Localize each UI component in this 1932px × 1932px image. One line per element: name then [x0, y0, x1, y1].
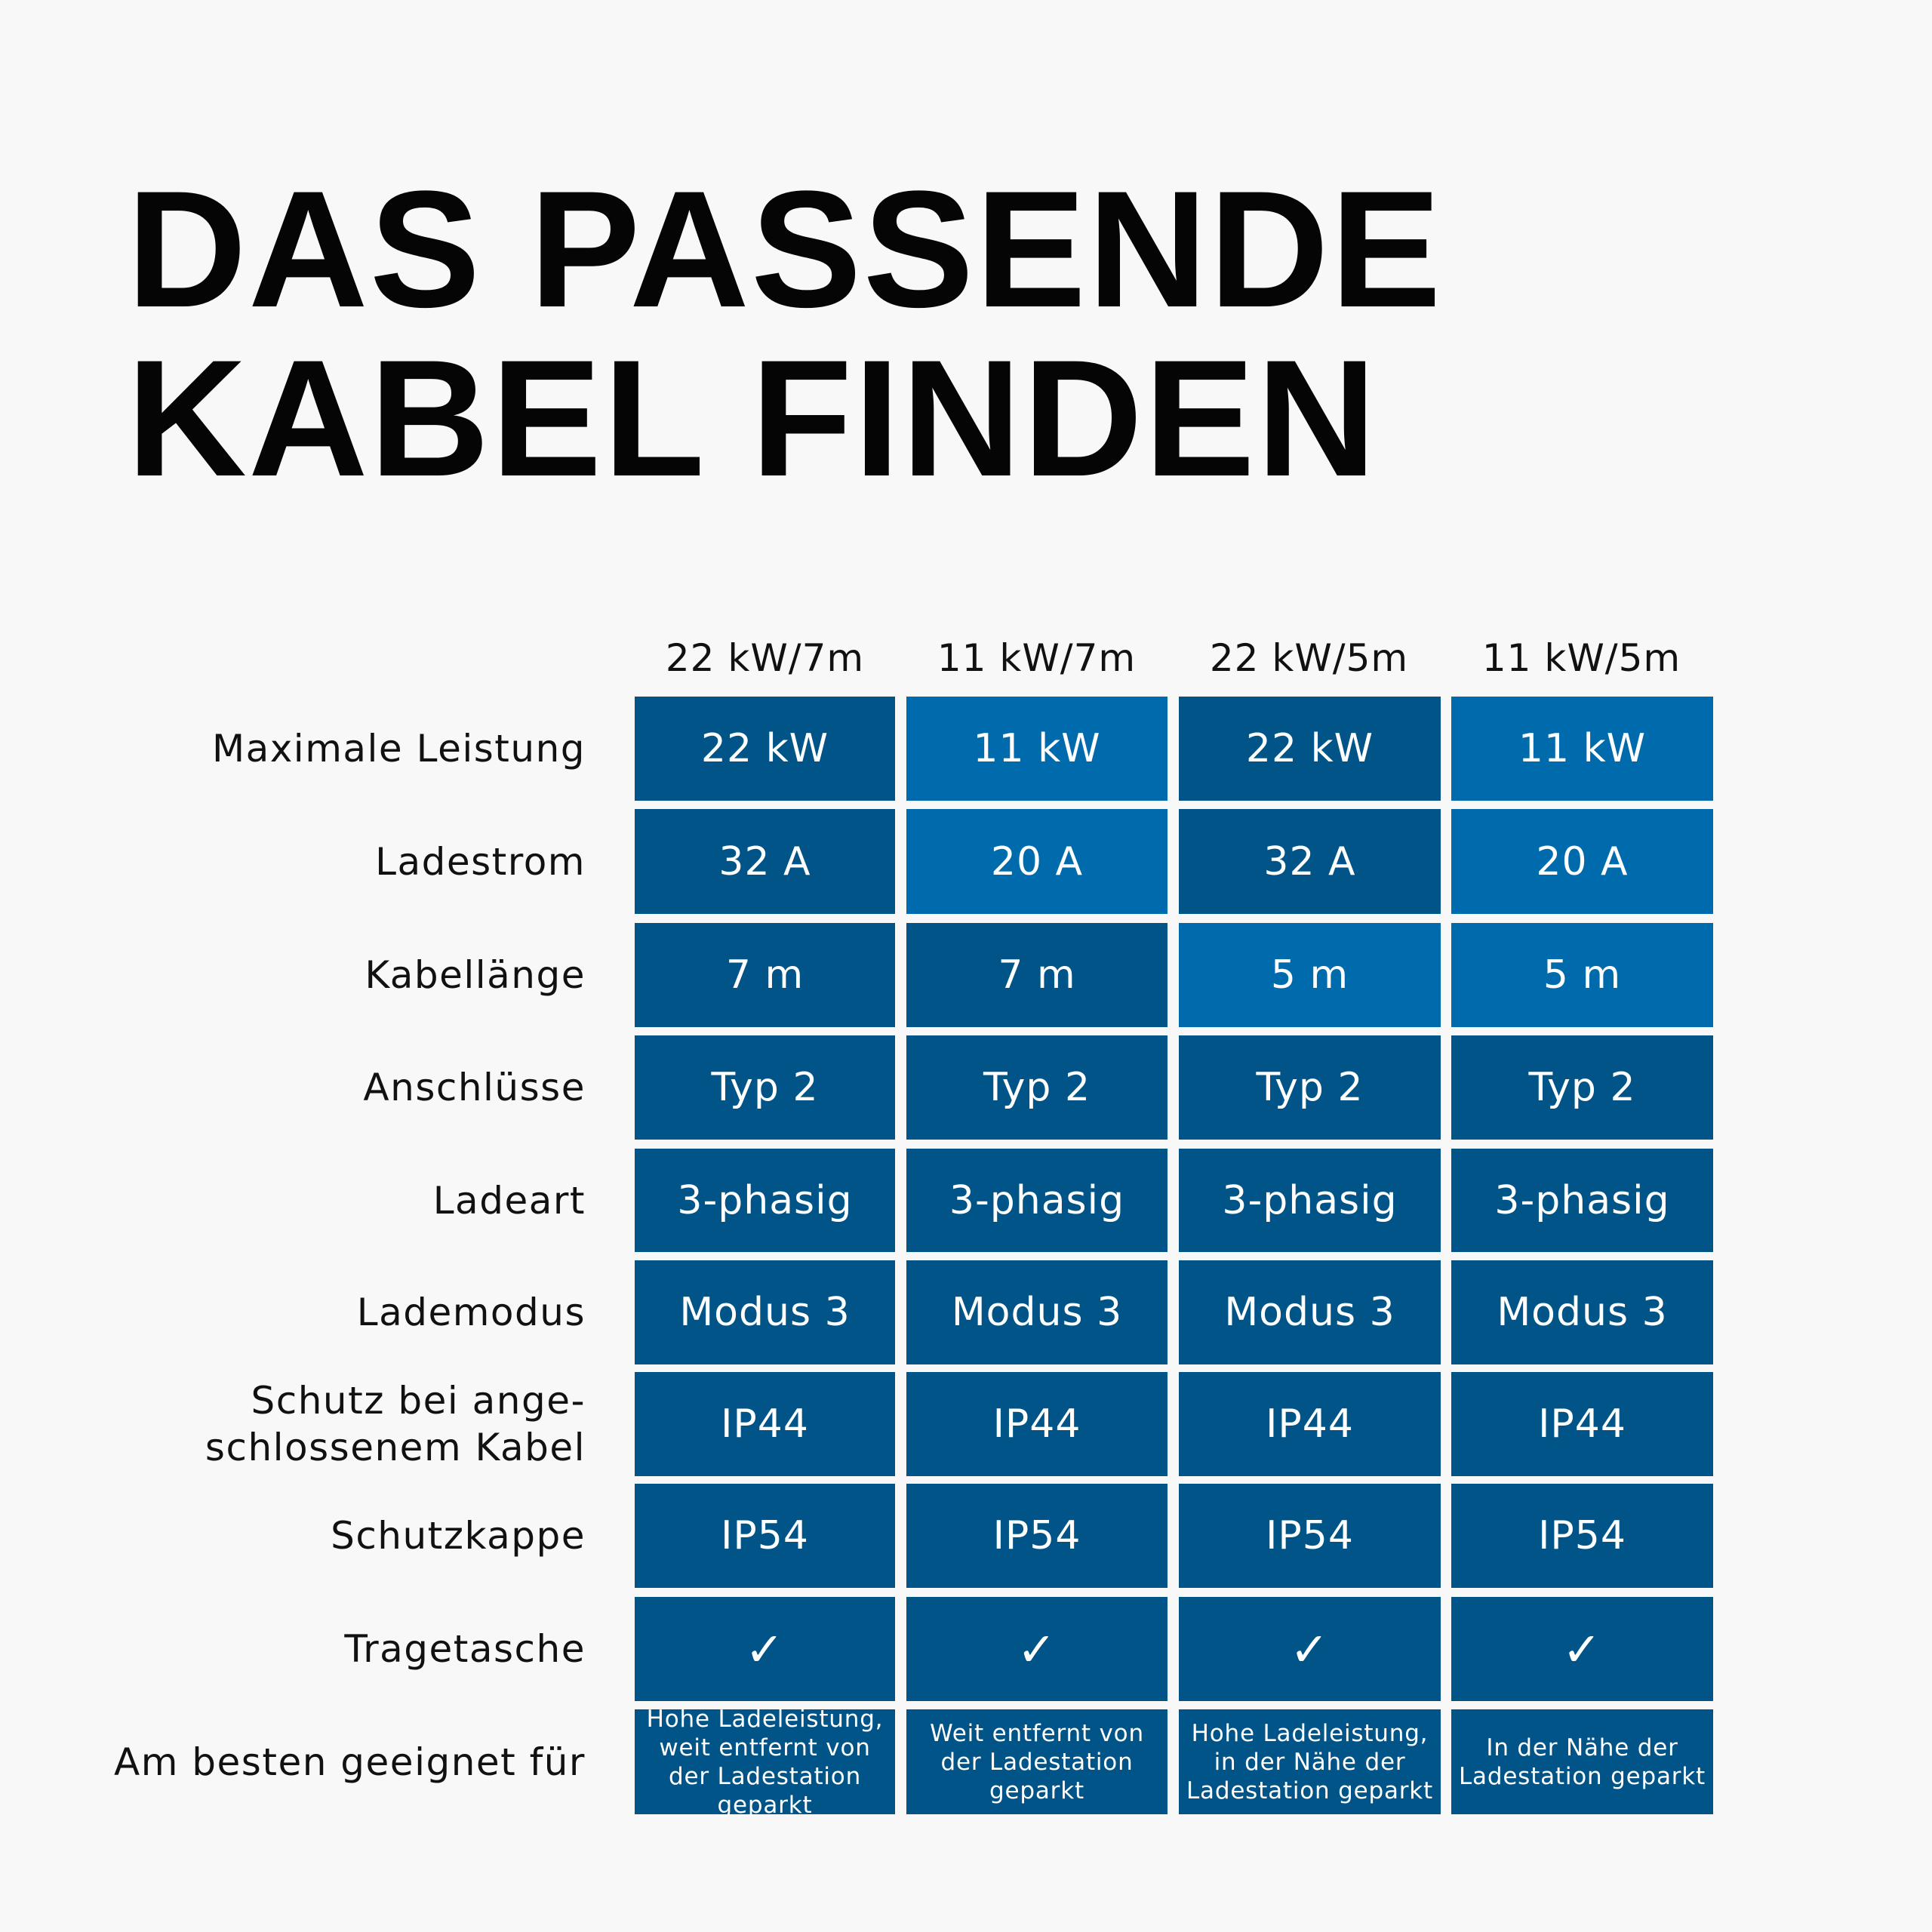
check-icon: ✓ — [1562, 1621, 1602, 1677]
table-cell: IP54 — [1179, 1484, 1441, 1588]
table-cell: IP44 — [906, 1372, 1168, 1476]
row-label: Ladeart — [432, 1178, 586, 1223]
column-header: 22 kW/5m — [1209, 636, 1409, 680]
table-cell: IP54 — [635, 1484, 895, 1588]
row-label: Lademodus — [356, 1291, 586, 1334]
table-cell: 3-phasig — [906, 1149, 1168, 1252]
table-cell: ✓ — [635, 1597, 895, 1701]
table-cell: IP54 — [1451, 1484, 1713, 1588]
table-cell: Typ 2 — [1451, 1035, 1713, 1140]
row-label: Anschlüsse — [363, 1066, 586, 1109]
page-title: DAS PASSENDE KABEL FINDEN — [127, 165, 1443, 503]
check-icon: ✓ — [1017, 1621, 1057, 1677]
row-label: Maximale Leistung — [211, 727, 586, 771]
table-cell: 7 m — [906, 923, 1168, 1027]
column-header: 11 kW/7m — [937, 636, 1137, 680]
page-title-line-2: KABEL FINDEN — [127, 325, 1378, 511]
table-cell: 5 m — [1179, 923, 1441, 1027]
table-cell: 32 A — [635, 809, 895, 914]
table-cell: 22 kW — [635, 697, 895, 801]
table-cell: Typ 2 — [635, 1035, 895, 1140]
table-cell: IP44 — [1451, 1372, 1713, 1476]
table-cell: Hohe Ladeleistung, in der Nähe der Lades… — [1179, 1709, 1441, 1814]
check-icon: ✓ — [1290, 1621, 1330, 1677]
table-cell: Modus 3 — [635, 1260, 895, 1364]
row-label: Am besten geeignet für — [114, 1740, 586, 1784]
check-icon: ✓ — [745, 1621, 785, 1677]
table-cell: ✓ — [1179, 1597, 1441, 1701]
table-cell: 11 kW — [906, 697, 1168, 801]
table-cell: Typ 2 — [906, 1035, 1168, 1140]
row-label: Ladestrom — [375, 839, 586, 884]
table-cell: 3-phasig — [1451, 1149, 1713, 1252]
table-cell: 11 kW — [1451, 697, 1713, 801]
table-cell: 20 A — [1451, 809, 1713, 914]
column-header: 22 kW/7m — [665, 636, 865, 680]
row-label: Tragetasche — [344, 1627, 586, 1671]
column-header: 11 kW/5m — [1481, 636, 1681, 680]
table-cell: 20 A — [906, 809, 1168, 914]
table-cell: IP44 — [1179, 1372, 1441, 1476]
table-cell: 32 A — [1179, 809, 1441, 914]
page-title-line-1: DAS PASSENDE — [127, 156, 1443, 342]
table-cell: 5 m — [1451, 923, 1713, 1027]
table-cell: IP44 — [635, 1372, 895, 1476]
table-cell: Modus 3 — [1179, 1260, 1441, 1364]
table-cell: Hohe Ladeleistung, weit entfernt von der… — [635, 1706, 895, 1819]
table-cell: 3-phasig — [635, 1149, 895, 1252]
table-cell: 7 m — [635, 923, 895, 1027]
table-cell: ✓ — [1451, 1597, 1713, 1701]
table-cell: 3-phasig — [1179, 1149, 1441, 1252]
table-cell: Weit entfernt von der Ladestation gepark… — [906, 1709, 1168, 1814]
table-cell: 22 kW — [1179, 697, 1441, 801]
row-label: Schutz bei ange- schlossenem Kabel — [205, 1379, 586, 1469]
table-cell: IP54 — [906, 1484, 1168, 1588]
row-label: Schutzkappe — [331, 1514, 586, 1558]
table-cell: Modus 3 — [1451, 1260, 1713, 1364]
table-cell: ✓ — [906, 1597, 1168, 1701]
row-label: Kabellänge — [365, 953, 586, 997]
table-cell: In der Nähe der Ladestation geparkt — [1451, 1709, 1713, 1814]
table-cell: Modus 3 — [906, 1260, 1168, 1364]
table-cell: Typ 2 — [1179, 1035, 1441, 1140]
